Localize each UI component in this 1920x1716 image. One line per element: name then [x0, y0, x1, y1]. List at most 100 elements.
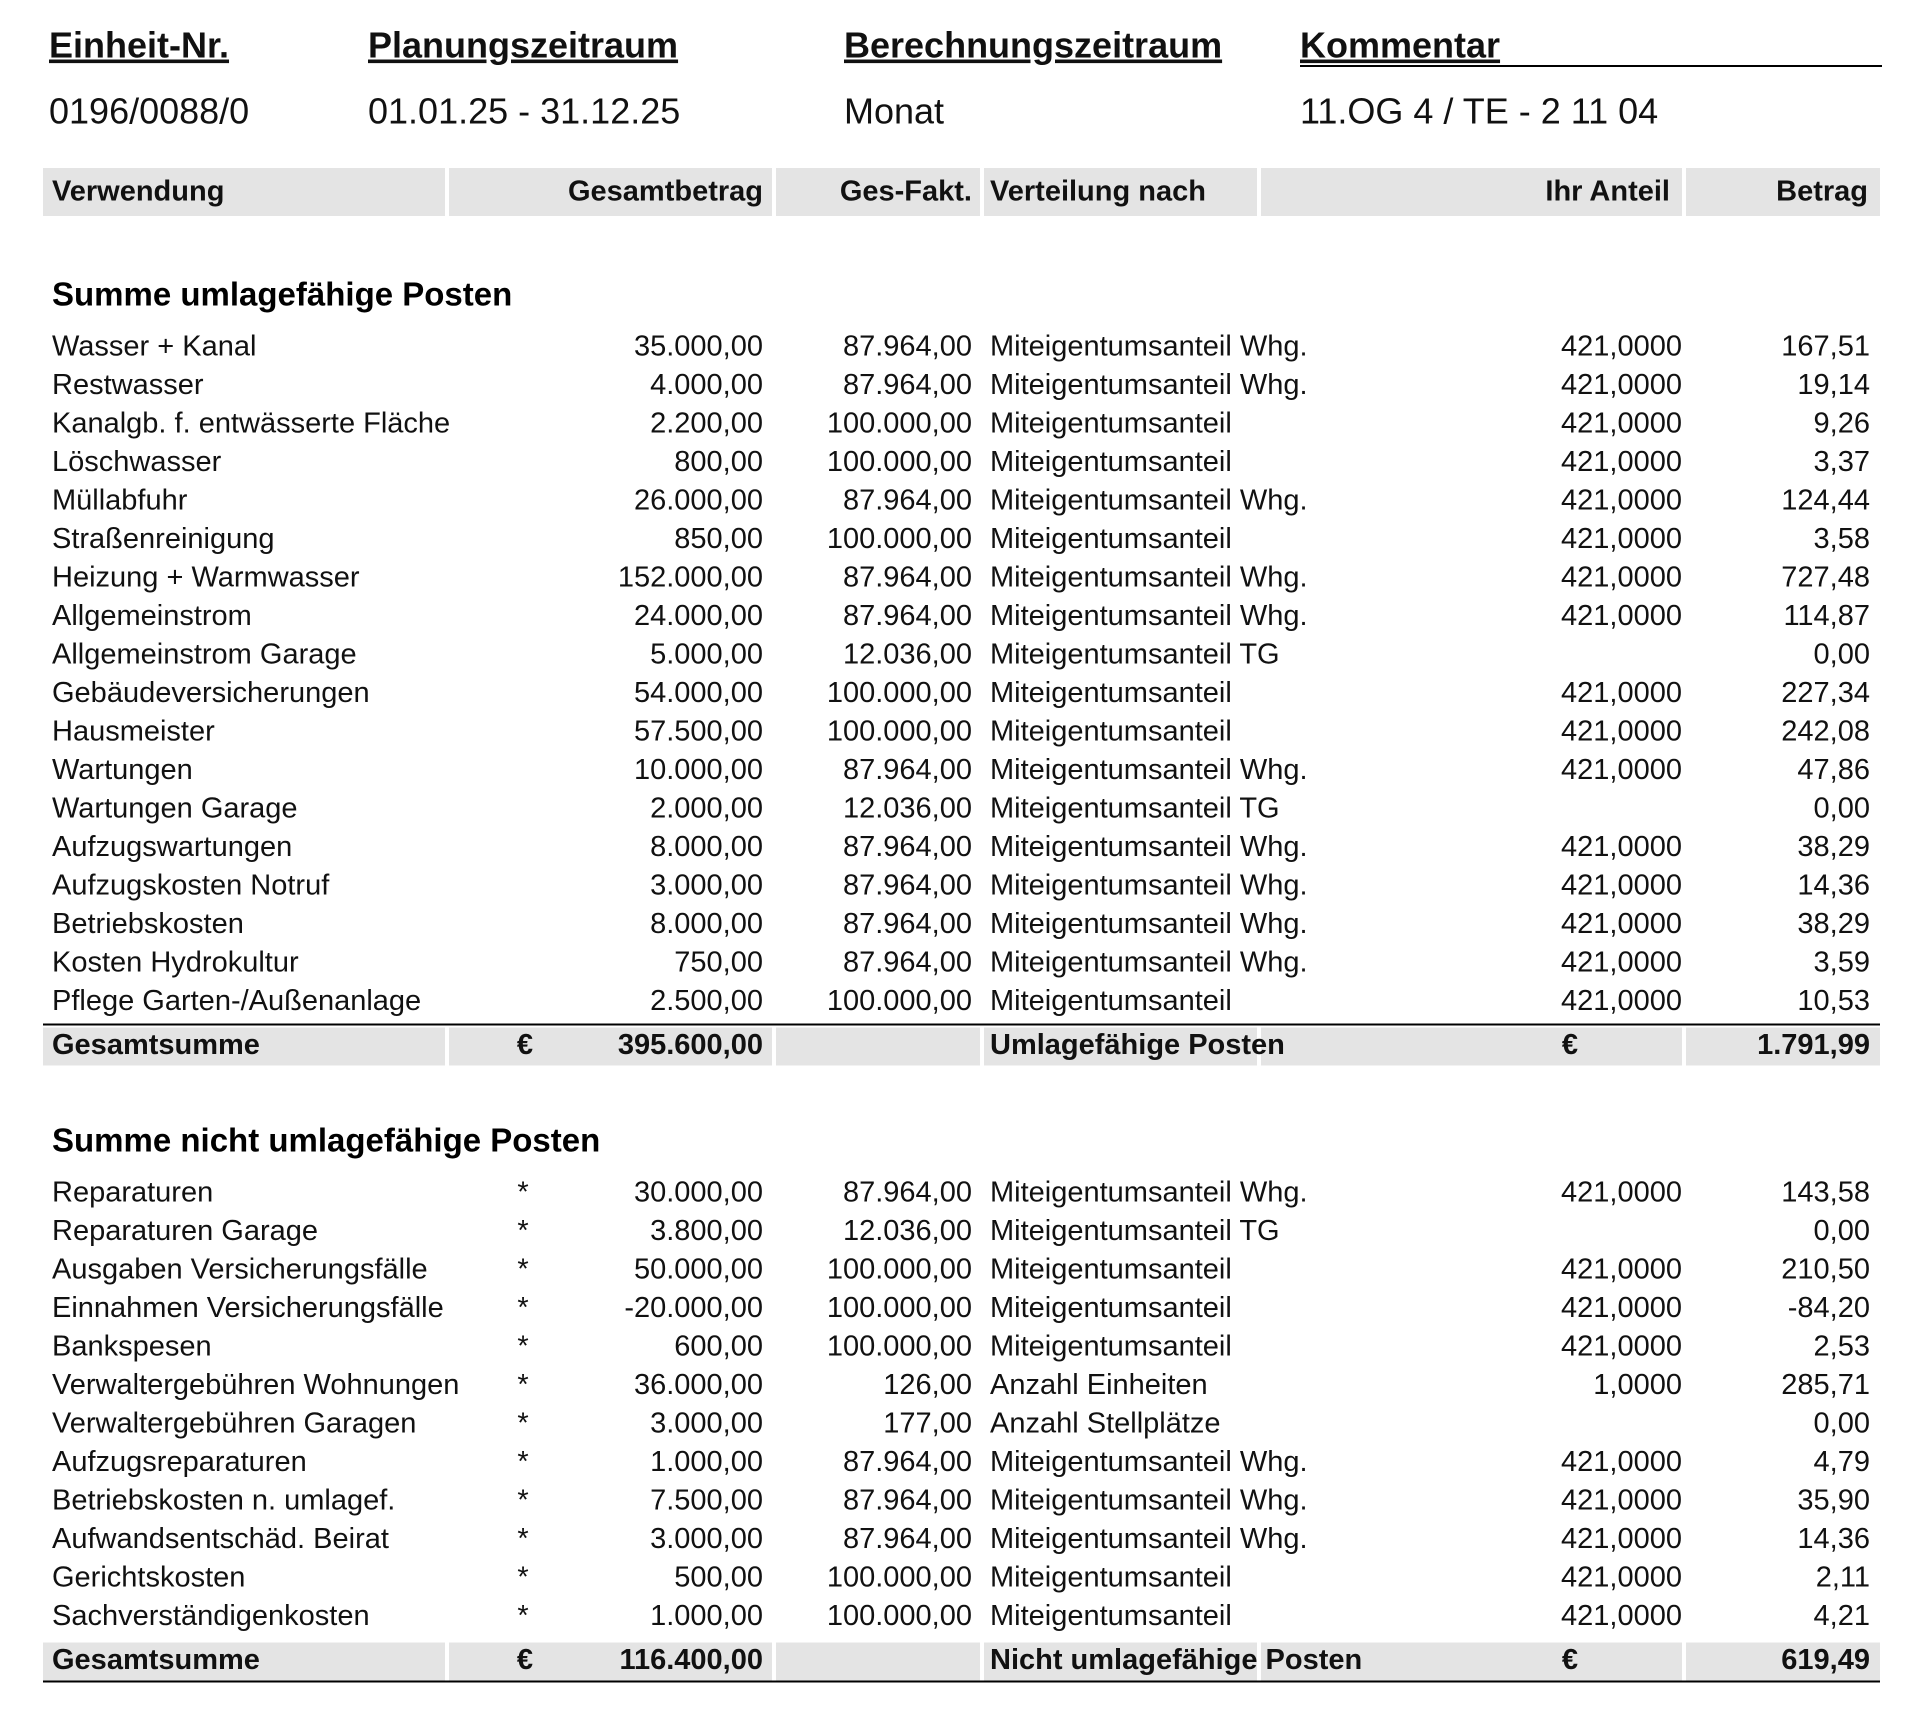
cell-total: 0,00 [1814, 1215, 1870, 1247]
sum-currency: € [517, 1644, 533, 1676]
cell-amount: 35.000,00 [634, 331, 763, 363]
cell-total: 167,51 [1781, 331, 1870, 363]
cell-distribution: Miteigentumsanteil [990, 716, 1232, 748]
column-header: Verwendung [52, 176, 224, 208]
cell-total: 0,00 [1814, 1408, 1870, 1440]
gray-cell [449, 168, 772, 216]
cell-name: Allgemeinstrom Garage [52, 639, 357, 671]
cell-factor: 100.000,00 [827, 523, 972, 555]
cell-name: Reparaturen Garage [52, 1215, 318, 1247]
cell-name: Hausmeister [52, 716, 215, 748]
header-value: 11.OG 4 / TE - 2 11 04 [1300, 91, 1658, 132]
cell-total: 227,34 [1781, 677, 1870, 709]
cell-mark: * [517, 1408, 528, 1440]
cell-share: 421,0000 [1561, 1562, 1682, 1594]
cell-amount: 26.000,00 [634, 485, 763, 517]
cell-total: 114,87 [1783, 600, 1870, 632]
column-header: Ges-Fakt. [840, 176, 972, 208]
cell-mark: * [517, 1600, 528, 1632]
cell-name: Reparaturen [52, 1177, 213, 1209]
cell-total: 10,53 [1797, 985, 1870, 1017]
cell-total: 35,90 [1797, 1485, 1870, 1517]
cell-distribution: Miteigentumsanteil Whg. [990, 754, 1308, 786]
cell-share: 421,0000 [1561, 716, 1682, 748]
header-label: Kommentar [1300, 25, 1500, 66]
cell-name: Gebäudeversicherungen [52, 677, 370, 709]
column-header: Verteilung nach [990, 176, 1206, 208]
header-label: Einheit-Nr. [49, 25, 229, 66]
cell-distribution: Miteigentumsanteil Whg. [990, 1485, 1308, 1517]
column-header: Betrag [1776, 176, 1868, 208]
cell-name: Bankspesen [52, 1331, 212, 1363]
cell-factor: 100.000,00 [827, 1562, 972, 1594]
cell-name: Allgemeinstrom [52, 600, 252, 632]
header-label: Planungszeitraum [368, 25, 678, 66]
cell-share: 421,0000 [1561, 947, 1682, 979]
bars [43, 168, 1880, 1681]
cell-distribution: Anzahl Stellplätze [990, 1408, 1221, 1440]
sum-currency: € [1562, 1029, 1578, 1061]
cell-factor: 87.964,00 [843, 1446, 972, 1478]
cell-distribution: Miteigentumsanteil Whg. [990, 831, 1308, 863]
cell-distribution: Miteigentumsanteil [990, 408, 1232, 440]
cell-share: 421,0000 [1561, 1177, 1682, 1209]
cell-amount: 500,00 [674, 1562, 763, 1594]
cell-name: Einnahmen Versicherungsfälle [52, 1292, 444, 1324]
cell-amount: 57.500,00 [634, 716, 763, 748]
gray-cell [776, 168, 980, 216]
cell-distribution: Miteigentumsanteil [990, 1292, 1232, 1324]
cell-amount: 1.000,00 [650, 1600, 763, 1632]
cell-mark: * [517, 1562, 528, 1594]
cell-distribution: Miteigentumsanteil [990, 1331, 1232, 1363]
gray-cell [984, 1027, 1257, 1066]
gray-cell [776, 1027, 980, 1066]
header-value: 01.01.25 - 31.12.25 [368, 91, 680, 132]
cell-amount: 10.000,00 [634, 754, 763, 786]
cell-total: 38,29 [1797, 831, 1870, 863]
cell-name: Pflege Garten-/Außenanlage [52, 985, 421, 1017]
cell-total: 3,37 [1814, 446, 1870, 478]
cell-total: 14,36 [1797, 870, 1870, 902]
cell-total: 0,00 [1814, 639, 1870, 671]
cell-amount: 50.000,00 [634, 1254, 763, 1286]
sum-label: Gesamtsumme [52, 1644, 260, 1676]
cell-name: Müllabfuhr [52, 485, 188, 517]
cell-share: 1,0000 [1593, 1369, 1682, 1401]
gray-cell [1261, 168, 1682, 216]
gray-cell [1686, 168, 1880, 216]
cell-amount: 8.000,00 [650, 831, 763, 863]
cell-distribution: Miteigentumsanteil Whg. [990, 562, 1308, 594]
cell-distribution: Miteigentumsanteil Whg. [990, 369, 1308, 401]
cell-name: Gerichtskosten [52, 1562, 245, 1594]
cell-name: Verwaltergebühren Garagen [52, 1408, 416, 1440]
cell-total: 210,50 [1781, 1254, 1870, 1286]
cell-amount: 24.000,00 [634, 600, 763, 632]
sum-label: Gesamtsumme [52, 1029, 260, 1061]
cell-share: 421,0000 [1561, 1485, 1682, 1517]
cell-distribution: Miteigentumsanteil Whg. [990, 870, 1308, 902]
cell-distribution: Miteigentumsanteil Whg. [990, 1523, 1308, 1555]
cell-total: 19,14 [1797, 369, 1870, 401]
cell-factor: 87.964,00 [843, 947, 972, 979]
gray-cell [449, 1027, 772, 1066]
sum-amount: 116.400,00 [619, 1644, 763, 1676]
sum-amount: 395.600,00 [618, 1029, 763, 1061]
cell-distribution: Miteigentumsanteil [990, 1254, 1232, 1286]
cell-factor: 12.036,00 [843, 1215, 972, 1247]
cell-total: 143,58 [1781, 1177, 1870, 1209]
cell-amount: 800,00 [674, 446, 763, 478]
cell-name: Verwaltergebühren Wohnungen [52, 1369, 459, 1401]
cell-distribution: Miteigentumsanteil Whg. [990, 331, 1308, 363]
cell-factor: 100.000,00 [827, 677, 972, 709]
cell-mark: * [517, 1369, 528, 1401]
cell-factor: 87.964,00 [843, 369, 972, 401]
cell-amount: 3.000,00 [650, 870, 763, 902]
cell-total: 3,59 [1814, 947, 1870, 979]
cell-factor: 100.000,00 [827, 408, 972, 440]
gray-cell [776, 1642, 980, 1681]
cell-distribution: Miteigentumsanteil [990, 985, 1232, 1017]
cell-distribution: Miteigentumsanteil [990, 1562, 1232, 1594]
cell-total: 2,53 [1814, 1331, 1870, 1363]
cell-mark: * [517, 1446, 528, 1478]
